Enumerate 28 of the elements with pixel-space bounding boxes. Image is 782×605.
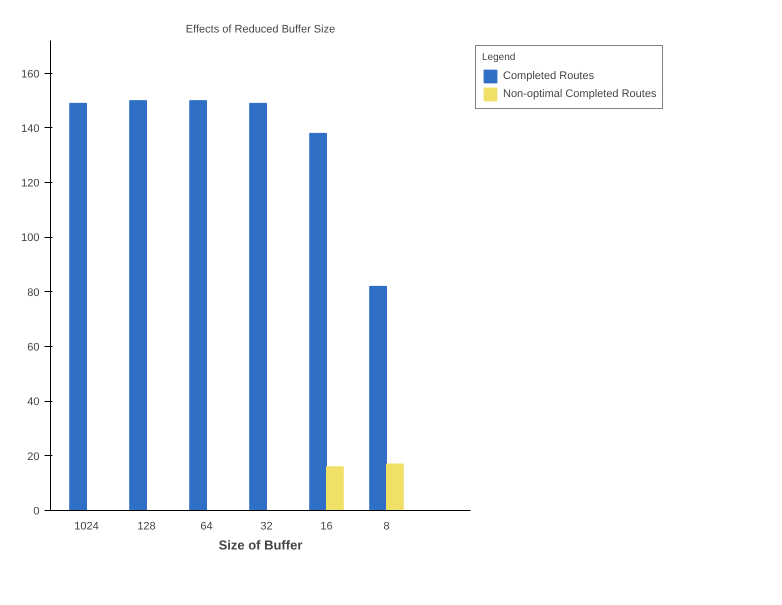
y-tick-label: 60: [27, 342, 40, 354]
x-tick-label: 128: [137, 520, 156, 532]
bar: [326, 466, 344, 510]
bar: [129, 100, 147, 510]
bar: [249, 102, 267, 510]
y-tick-label: 120: [21, 178, 40, 190]
legend-label: Completed Routes: [503, 70, 594, 82]
bar: [309, 132, 327, 510]
x-tick-label: 16: [320, 520, 333, 532]
y-tick-label: 0: [33, 506, 40, 518]
legend-title: Legend: [482, 52, 516, 63]
bar: [386, 464, 404, 510]
bar: [69, 102, 87, 510]
x-tick-label: 1024: [74, 520, 99, 532]
y-tick-label: 100: [21, 232, 40, 244]
bar: [369, 286, 387, 510]
bar: [189, 100, 207, 510]
x-tick-label: 8: [383, 520, 390, 532]
legend-label: Non-optimal Completed Routes: [503, 88, 656, 100]
chart-title: Effects of Reduced Buffer Size: [186, 24, 336, 36]
x-axis-title: Size of Buffer: [218, 538, 302, 552]
y-tick-label: 80: [27, 286, 40, 299]
y-tick-label: 40: [27, 396, 40, 408]
y-tick-label: 20: [27, 450, 40, 463]
x-tick-label: 64: [200, 520, 213, 532]
x-tick-label: 32: [260, 520, 273, 532]
y-tick-label: 160: [21, 68, 40, 80]
y-tick-label: 140: [21, 122, 40, 135]
